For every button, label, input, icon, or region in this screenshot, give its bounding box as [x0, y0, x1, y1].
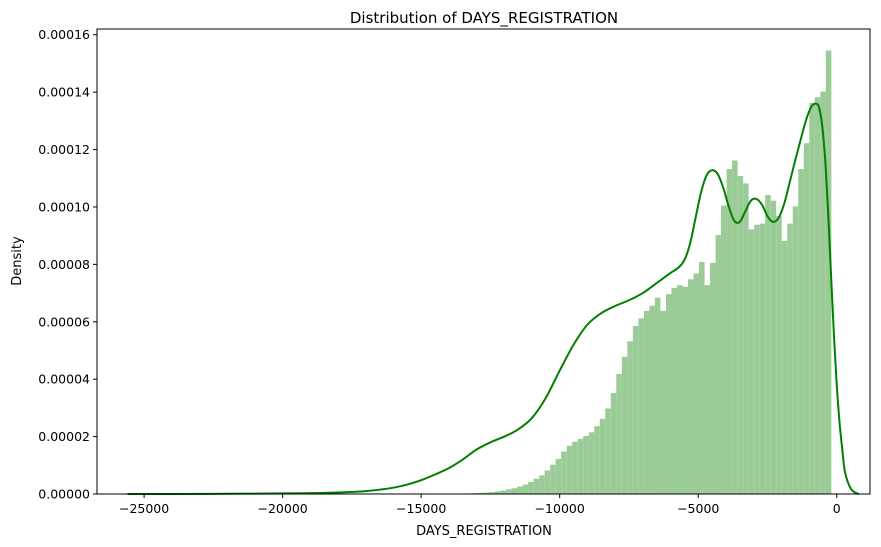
histogram-bar — [621, 356, 628, 494]
histogram-bar — [539, 475, 545, 494]
histogram-bar — [561, 451, 567, 494]
histogram-bar — [770, 200, 777, 495]
histogram-bar — [583, 436, 589, 494]
histogram-bar — [528, 481, 534, 494]
histogram-bars — [467, 50, 832, 495]
histogram-bar — [710, 262, 716, 494]
y-tick-label: 0.00002 — [38, 429, 90, 444]
histogram-bar — [765, 194, 771, 494]
histogram-bar — [803, 143, 810, 495]
histogram-bar — [632, 326, 639, 494]
histogram-bar — [577, 438, 584, 494]
histogram-bar — [814, 97, 821, 494]
histogram-bar — [825, 50, 832, 495]
histogram-bar — [594, 426, 600, 494]
histogram-bar — [610, 392, 617, 494]
x-tick-label: −25000 — [119, 501, 169, 516]
histogram-bar — [687, 279, 694, 494]
histogram-bar — [737, 175, 744, 495]
histogram-bar — [726, 169, 733, 494]
histogram-bar — [660, 310, 666, 494]
histogram-bar — [566, 445, 573, 494]
histogram-bar — [588, 432, 595, 494]
histogram-bar — [517, 486, 523, 494]
histogram-bar — [715, 235, 722, 494]
histogram-bar — [693, 273, 700, 494]
histogram-bar — [599, 418, 606, 494]
y-tick-label: 0.00000 — [38, 487, 90, 502]
x-tick-label: −20000 — [258, 501, 308, 516]
y-tick-label: 0.00012 — [38, 142, 90, 157]
histogram-bar — [489, 491, 496, 494]
histogram-bar — [478, 492, 484, 494]
histogram-bar — [665, 294, 672, 494]
histogram-bar — [682, 286, 688, 494]
y-axis-ticks: 0.00000 0.00002 0.00004 0.00006 0.00008 0.000… — [38, 27, 97, 502]
histogram-bar — [506, 489, 512, 494]
histogram-bar — [533, 478, 540, 494]
y-tick-label: 0.00016 — [38, 27, 90, 42]
histogram-bar — [792, 206, 799, 494]
histogram-bar — [776, 216, 782, 495]
plot-frame — [96, 28, 871, 495]
y-tick-label: 0.00004 — [38, 372, 90, 387]
histogram-bar — [550, 464, 556, 494]
histogram-bar — [743, 183, 749, 495]
y-tick-label: 0.00008 — [38, 257, 90, 272]
chart-title: Distribution of DAYS_REGISTRATION — [350, 9, 618, 28]
histogram-bar — [748, 229, 755, 494]
histogram-bar — [699, 262, 705, 494]
x-tick-label: −10000 — [535, 501, 585, 516]
x-axis-label: DAYS_REGISTRATION — [416, 524, 552, 539]
histogram-bar — [555, 458, 562, 494]
histogram-bar — [649, 305, 655, 494]
y-axis-label: Density — [10, 236, 25, 286]
histogram-bar — [781, 240, 788, 494]
histogram-bar — [638, 318, 644, 494]
histogram-bar — [511, 488, 518, 494]
histogram-bar — [627, 341, 633, 494]
y-tick-label: 0.00010 — [38, 199, 90, 214]
histogram-bar — [809, 103, 815, 495]
x-axis-ticks: −25000 −20000 −15000 −10000 −5000 0 — [119, 494, 841, 516]
y-tick-label: 0.00014 — [38, 85, 90, 100]
histogram-bar — [654, 297, 661, 494]
histogram-bar — [759, 223, 766, 494]
histogram-bar — [671, 287, 677, 494]
histogram-bar — [544, 470, 551, 494]
histogram-bar — [721, 205, 727, 494]
histogram-bar — [643, 310, 650, 494]
x-tick-label: −5000 — [677, 501, 719, 516]
histogram-bar — [787, 223, 793, 494]
histogram-bar — [754, 224, 760, 494]
histogram-bar — [820, 91, 826, 495]
histogram-bar — [704, 285, 711, 494]
histogram-bar — [616, 374, 622, 494]
histogram-bar — [732, 160, 738, 495]
histogram-bar — [605, 408, 611, 494]
histogram-bar — [500, 490, 507, 494]
histogram-bar — [676, 285, 683, 494]
histogram-bar — [495, 491, 501, 494]
histogram-bar — [798, 169, 804, 494]
kde-line — [127, 102, 860, 495]
histogram-bar — [483, 492, 490, 494]
x-tick-label: 0 — [833, 501, 841, 516]
y-tick-label: 0.00006 — [38, 314, 90, 329]
histogram-bar — [572, 441, 578, 494]
x-tick-label: −15000 — [396, 501, 446, 516]
histogram-bar — [522, 484, 529, 494]
